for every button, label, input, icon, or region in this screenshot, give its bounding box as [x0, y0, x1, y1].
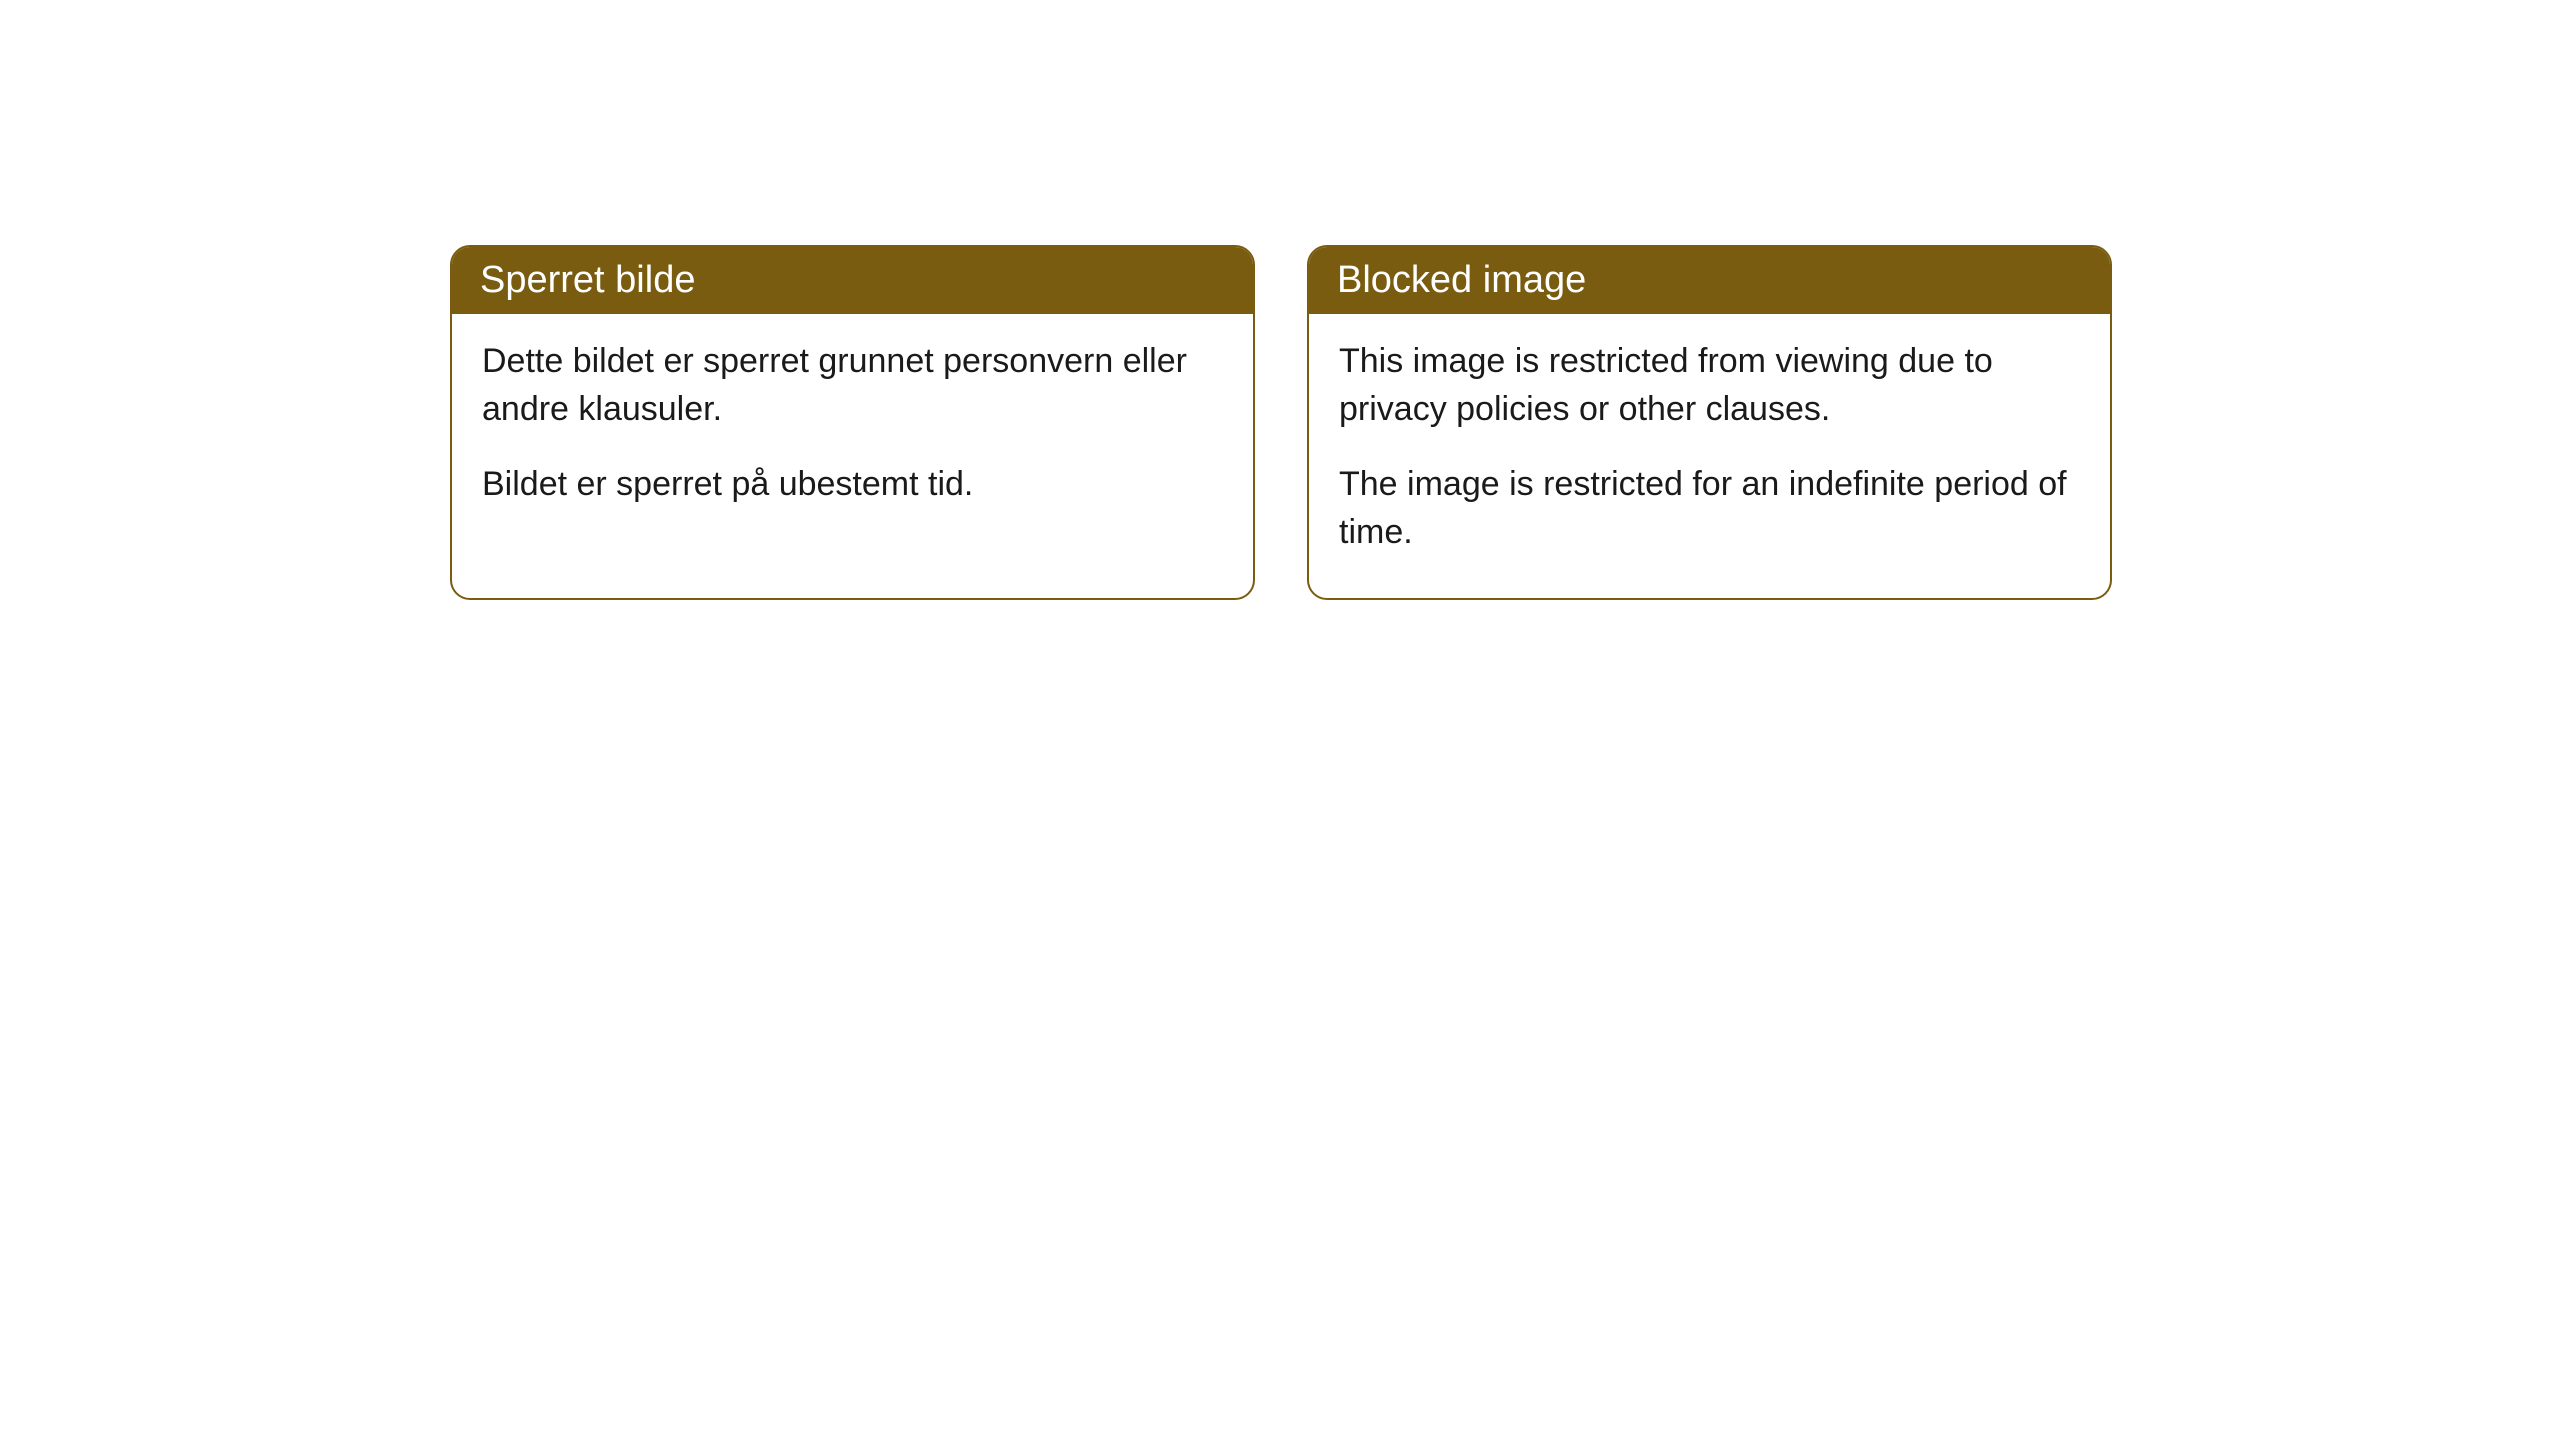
blocked-image-card-norwegian: Sperret bilde Dette bildet er sperret gr… [450, 245, 1255, 600]
notice-cards-container: Sperret bilde Dette bildet er sperret gr… [450, 245, 2112, 600]
card-title-norwegian: Sperret bilde [480, 259, 695, 301]
card-paragraph-2-english: The image is restricted for an indefinit… [1339, 461, 2080, 556]
card-paragraph-1-english: This image is restricted from viewing du… [1339, 338, 2080, 433]
blocked-image-card-english: Blocked image This image is restricted f… [1307, 245, 2112, 600]
card-body-norwegian: Dette bildet er sperret grunnet personve… [452, 314, 1253, 551]
card-paragraph-2-norwegian: Bildet er sperret på ubestemt tid. [482, 461, 1223, 509]
card-header-english: Blocked image [1309, 247, 2110, 314]
card-header-norwegian: Sperret bilde [452, 247, 1253, 314]
card-body-english: This image is restricted from viewing du… [1309, 314, 2110, 598]
card-title-english: Blocked image [1337, 259, 1586, 301]
card-paragraph-1-norwegian: Dette bildet er sperret grunnet personve… [482, 338, 1223, 433]
